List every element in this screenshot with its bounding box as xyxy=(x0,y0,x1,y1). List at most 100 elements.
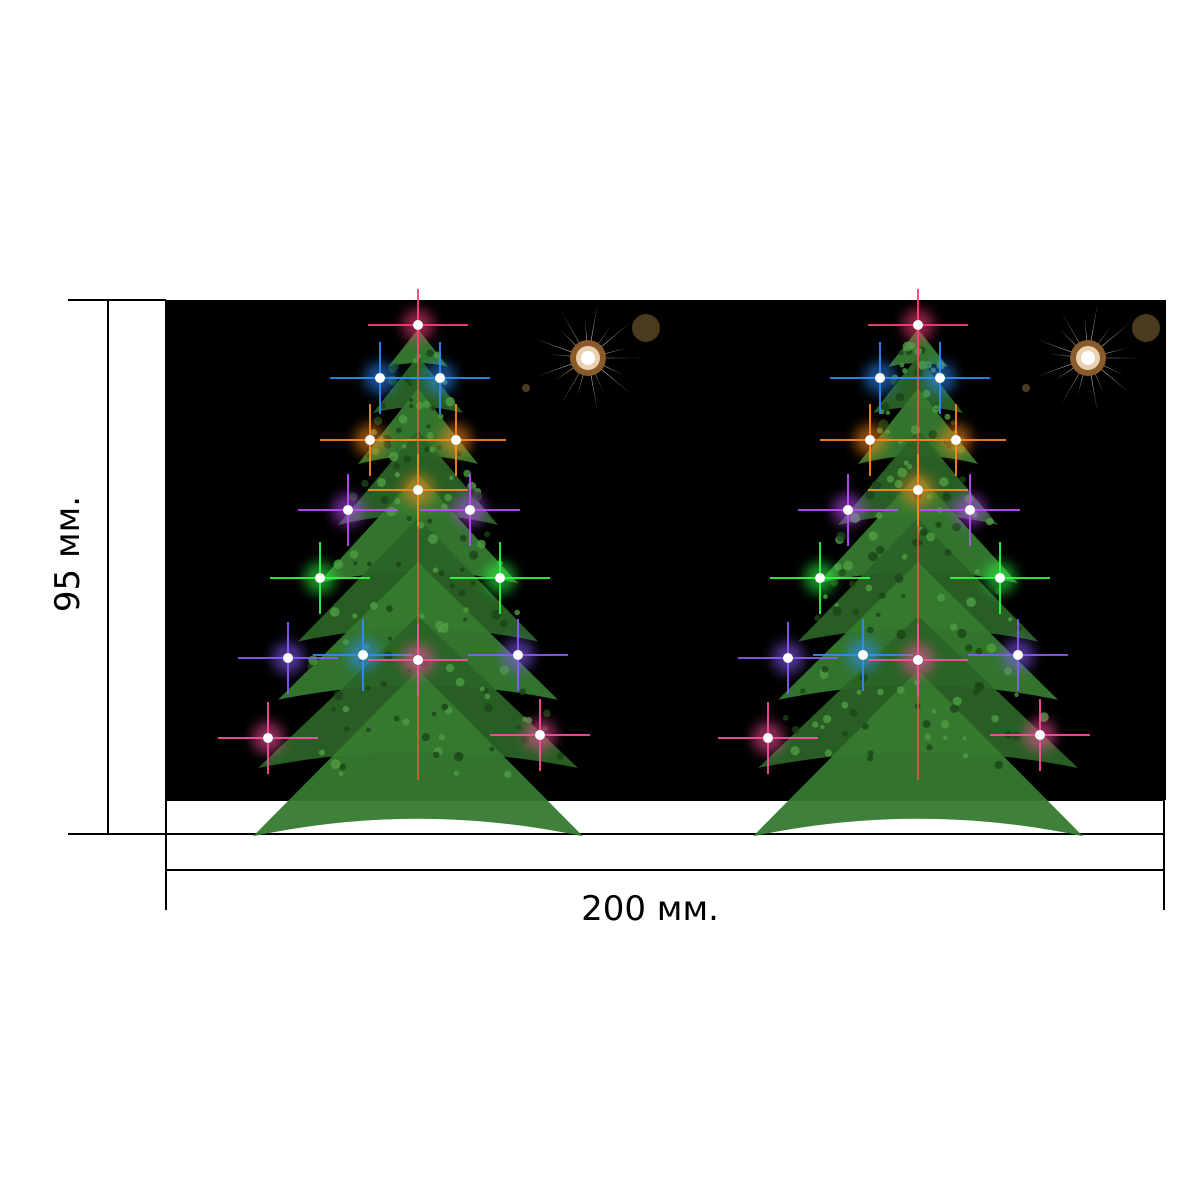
needle-texture xyxy=(923,720,931,728)
needle-texture xyxy=(853,609,859,615)
needle-texture xyxy=(935,522,941,528)
needle-texture xyxy=(381,496,389,504)
needle-texture xyxy=(393,463,400,470)
needle-texture xyxy=(427,518,432,523)
needle-texture xyxy=(431,406,436,411)
needle-texture xyxy=(433,751,440,758)
needle-texture xyxy=(416,402,424,410)
light-core xyxy=(375,373,385,383)
needle-texture xyxy=(380,680,387,687)
light-core xyxy=(535,730,545,740)
needle-texture xyxy=(903,341,913,351)
needle-texture xyxy=(897,630,907,640)
needle-texture xyxy=(953,697,962,706)
needle-texture xyxy=(433,567,438,572)
needle-texture xyxy=(962,736,966,740)
needle-texture xyxy=(454,771,459,776)
needle-texture xyxy=(932,405,940,413)
needle-texture xyxy=(395,472,400,477)
needle-texture xyxy=(396,562,401,567)
needle-texture xyxy=(334,691,344,701)
needle-texture xyxy=(484,694,490,700)
needle-texture xyxy=(396,427,402,433)
needle-texture xyxy=(814,615,820,621)
needle-texture xyxy=(380,403,386,409)
light-core xyxy=(495,573,505,583)
light-core xyxy=(951,435,961,445)
star-center xyxy=(1081,351,1095,365)
needle-texture xyxy=(950,623,958,631)
needle-texture xyxy=(429,446,435,452)
needle-texture xyxy=(783,715,789,721)
needle-texture xyxy=(456,678,465,687)
needle-texture xyxy=(885,430,890,435)
light-core xyxy=(413,485,423,495)
needle-texture xyxy=(865,585,872,592)
needle-texture xyxy=(404,455,411,462)
needle-texture xyxy=(841,702,848,709)
height-dimension-label: 95 мм. xyxy=(51,454,85,654)
needle-texture xyxy=(423,401,430,408)
light-core xyxy=(358,650,368,660)
needle-texture xyxy=(350,550,358,558)
needle-texture xyxy=(399,415,408,424)
needle-texture xyxy=(986,518,993,525)
needle-texture xyxy=(458,589,465,596)
needle-texture xyxy=(339,772,344,777)
needle-texture xyxy=(926,744,932,750)
needle-texture xyxy=(897,686,905,694)
needle-texture xyxy=(331,759,341,769)
needle-texture xyxy=(943,736,948,741)
needle-texture xyxy=(484,531,490,537)
needle-texture xyxy=(500,620,508,628)
light-core xyxy=(413,320,423,330)
needle-texture xyxy=(876,613,880,617)
needle-texture xyxy=(976,648,983,655)
needle-texture xyxy=(887,475,894,482)
needle-texture xyxy=(825,749,832,756)
needle-texture xyxy=(877,689,883,695)
needle-texture xyxy=(849,709,857,717)
needle-texture xyxy=(879,592,885,598)
needle-texture xyxy=(419,614,424,619)
needle-texture xyxy=(950,705,959,714)
needle-texture xyxy=(1014,693,1018,697)
needle-texture xyxy=(868,552,878,562)
bokeh-dot xyxy=(1022,384,1030,392)
needle-texture xyxy=(960,476,966,482)
needle-texture xyxy=(366,727,371,732)
star-center xyxy=(581,351,595,365)
needle-texture xyxy=(393,363,399,369)
needle-texture xyxy=(991,715,999,723)
light-core xyxy=(913,655,923,665)
light-core xyxy=(343,505,353,515)
needle-texture xyxy=(867,755,873,761)
needle-texture xyxy=(386,507,396,517)
needle-texture xyxy=(867,627,874,634)
needle-texture xyxy=(489,747,494,752)
light-core xyxy=(875,373,885,383)
light-core xyxy=(843,505,853,515)
needle-texture xyxy=(1008,617,1013,622)
needle-texture xyxy=(812,721,818,727)
needle-texture xyxy=(370,602,378,610)
needle-texture xyxy=(897,468,907,478)
needle-texture xyxy=(896,393,905,402)
needle-texture xyxy=(941,720,949,728)
needle-texture xyxy=(435,621,444,630)
needle-texture xyxy=(377,478,386,487)
needle-texture xyxy=(791,746,800,755)
needle-texture xyxy=(469,550,478,559)
light-core xyxy=(995,573,1005,583)
needle-texture xyxy=(441,704,448,711)
needle-texture xyxy=(422,733,430,741)
needle-texture xyxy=(333,559,343,569)
needle-texture xyxy=(857,690,862,695)
light-core xyxy=(283,653,293,663)
light-core xyxy=(858,650,868,660)
needle-texture xyxy=(331,707,336,712)
needle-texture xyxy=(821,666,828,673)
needle-texture xyxy=(402,718,410,726)
light-core xyxy=(1013,650,1023,660)
